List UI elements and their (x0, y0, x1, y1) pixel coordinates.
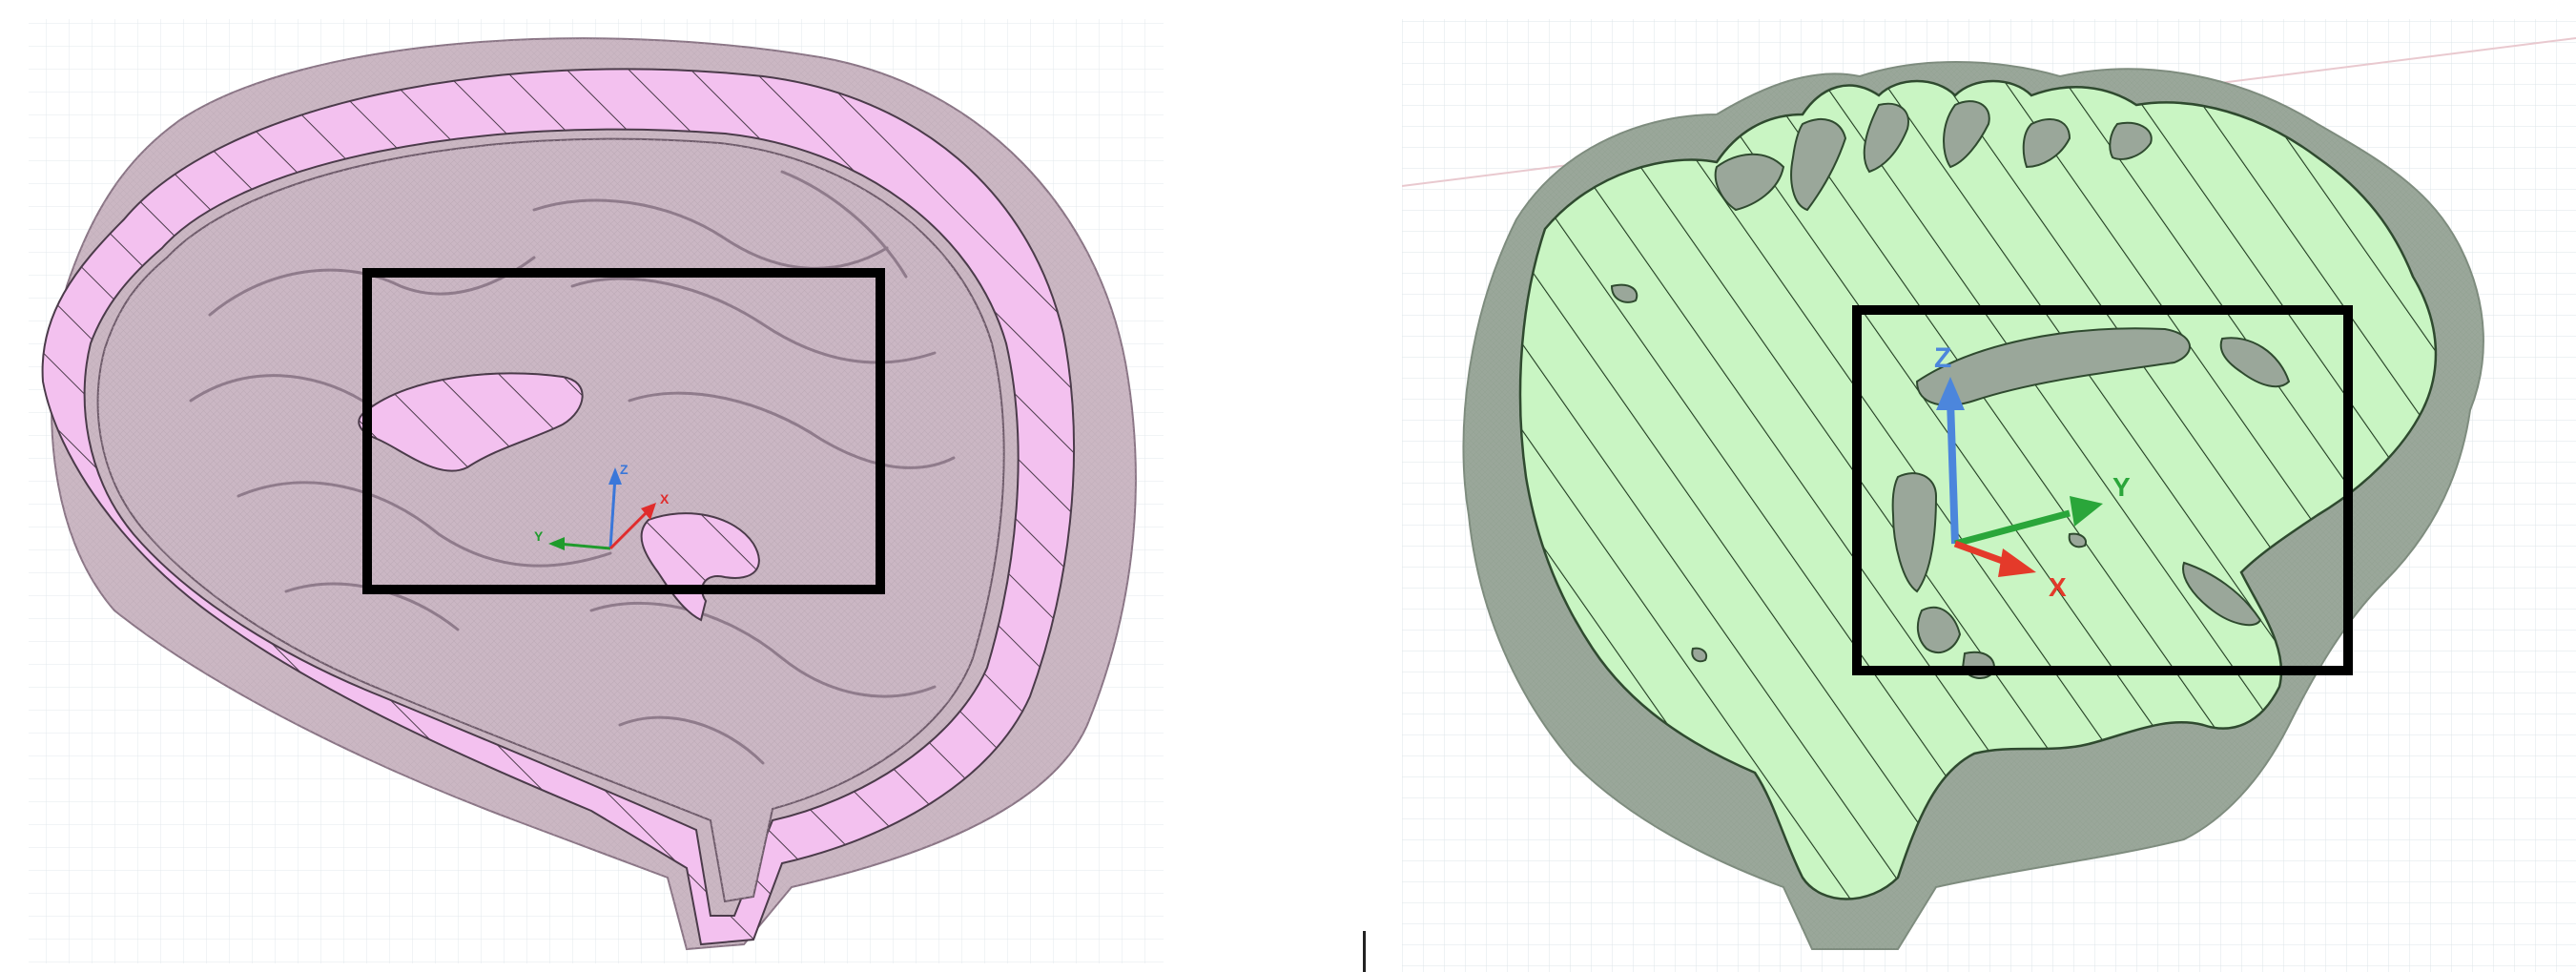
right-x-label: X (2049, 572, 2067, 602)
left-z-axis (608, 476, 617, 549)
right-x-arrow (1998, 548, 2036, 577)
left-x-label: X (660, 491, 670, 507)
left-y-label: Y (534, 528, 544, 544)
right-y-axis (1954, 509, 2071, 548)
panel-divider-mark (1363, 931, 1366, 972)
right-z-axis (1947, 400, 1959, 545)
left-ventricle-upper (358, 372, 584, 472)
left-z-label: Z (620, 462, 629, 477)
right-x-axis (1953, 540, 2009, 567)
left-highlight-box (362, 268, 885, 594)
left-z-arrow (608, 467, 622, 485)
left-viewport: Z Y X (0, 0, 1192, 972)
left-brain-render: Z Y X (0, 0, 1192, 972)
left-x-arrow (641, 503, 656, 520)
right-sulci-cutouts (1610, 100, 2291, 679)
right-highlight-box (1852, 305, 2353, 675)
right-cut-section (1518, 79, 2438, 900)
left-axis-triad: Z Y X (534, 462, 670, 550)
left-x-axis (608, 508, 650, 550)
right-y-arrow (2070, 496, 2103, 527)
left-y-axis (557, 542, 611, 550)
left-brain-mesh (97, 138, 1004, 901)
right-viewport: Z Y X (1402, 0, 2576, 972)
right-axis-triad: Z Y X (1934, 342, 2131, 602)
left-y-arrow (548, 537, 565, 550)
left-cut-section (41, 68, 1076, 946)
right-y-label: Y (2112, 472, 2131, 502)
right-z-arrow (1936, 377, 1965, 410)
left-ventricle-lower (640, 512, 760, 622)
right-z-label: Z (1934, 342, 1951, 374)
right-brain-render: Z Y X (1402, 0, 2576, 972)
